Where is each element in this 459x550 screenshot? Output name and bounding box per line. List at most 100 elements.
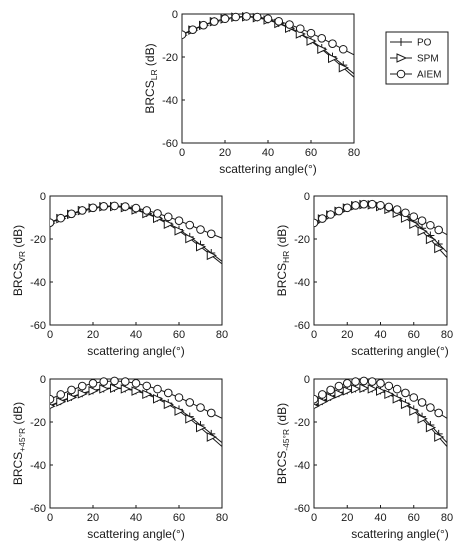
- point-aiem: [56, 213, 66, 223]
- point-aiem: [206, 229, 216, 239]
- point-spm: [328, 53, 339, 64]
- point-spm: [314, 403, 320, 409]
- point-aiem: [196, 225, 205, 234]
- point-spm: [392, 393, 403, 404]
- x-tick-label: 20: [87, 512, 99, 524]
- x-tick-label: 0: [47, 329, 53, 341]
- point-aiem: [384, 381, 394, 391]
- point-spm: [56, 397, 67, 407]
- y-tick-label: 0: [40, 374, 46, 386]
- point-aiem: [342, 379, 352, 388]
- series-aiem: [50, 376, 222, 419]
- point-aiem: [376, 200, 385, 210]
- point-aiem: [110, 201, 119, 211]
- point-spm: [110, 383, 121, 394]
- point-aiem: [318, 390, 327, 399]
- point-aiem: [338, 44, 348, 54]
- point-spm: [196, 241, 207, 252]
- point-aiem: [185, 220, 195, 230]
- point-spm: [174, 226, 185, 236]
- point-spm: [196, 422, 207, 433]
- y-tick-label: -20: [30, 234, 46, 246]
- plot-area: [49, 195, 223, 326]
- point-aiem: [367, 199, 377, 209]
- point-aiem: [88, 203, 98, 213]
- point-aiem: [417, 216, 427, 226]
- point-aiem: [351, 201, 360, 210]
- point-aiem: [67, 209, 76, 219]
- chart-panel-4: 0 20 40 60 80 0 -20 -40 -60 scattering angle(°) BR…: [11, 374, 228, 541]
- point-aiem: [409, 393, 419, 402]
- point-spm: [163, 219, 174, 229]
- series-spm: [314, 383, 447, 447]
- point-aiem: [185, 398, 195, 407]
- y-axis-label: BRCSHR (dB): [275, 225, 291, 297]
- point-aiem: [318, 214, 327, 223]
- legend-marker-po: [397, 38, 405, 46]
- point-aiem: [426, 220, 435, 230]
- point-spm: [142, 389, 153, 400]
- point-aiem: [231, 12, 241, 22]
- point-aiem: [174, 216, 184, 226]
- point-aiem: [242, 12, 251, 21]
- point-aiem: [326, 210, 335, 219]
- point-spm: [417, 226, 428, 237]
- x-tick-label: 40: [374, 512, 386, 524]
- x-tick-label: 80: [441, 329, 453, 341]
- point-aiem: [434, 225, 443, 235]
- point-aiem: [131, 379, 141, 388]
- point-aiem: [174, 393, 184, 402]
- point-aiem: [188, 25, 198, 34]
- legend-marker-spm: [396, 53, 408, 63]
- point-spm: [342, 386, 353, 396]
- point-spm: [120, 384, 131, 394]
- point-aiem: [252, 12, 262, 22]
- point-aiem: [392, 384, 402, 394]
- point-aiem: [142, 206, 152, 215]
- point-aiem: [306, 28, 316, 38]
- point-spm: [317, 397, 328, 407]
- point-aiem: [334, 381, 344, 391]
- legend-entry-spm: SPM: [390, 53, 439, 65]
- point-aiem: [153, 384, 162, 394]
- point-spm: [99, 384, 110, 394]
- point-aiem: [131, 203, 141, 213]
- legend-label-po: PO: [417, 38, 432, 49]
- point-aiem: [120, 202, 130, 211]
- y-tick-label: -60: [294, 320, 310, 332]
- point-aiem: [317, 33, 327, 43]
- point-aiem: [163, 388, 173, 398]
- point-aiem: [376, 379, 385, 388]
- y-axis-label: BRCSLR (dB): [143, 43, 159, 113]
- point-aiem: [50, 218, 55, 227]
- y-tick-label: -40: [30, 277, 46, 289]
- point-spm: [185, 233, 196, 244]
- x-tick-label: 60: [305, 147, 317, 159]
- panels: 0 20 40 60 80 0 -20 -40 -60 scattering angle(°) BR…: [11, 9, 453, 541]
- x-axis-label: scattering angle(°): [219, 162, 317, 176]
- x-tick-label: 0: [311, 512, 317, 524]
- x-tick-label: 60: [408, 512, 420, 524]
- y-tick-label: -60: [294, 503, 310, 515]
- x-tick-label: 80: [441, 512, 453, 524]
- point-aiem: [220, 14, 230, 24]
- chart-panel-1: 0 20 40 60 80 0 -20 -40 -60 scattering angle(°) BR…: [143, 9, 360, 176]
- x-tick-label: 0: [179, 147, 185, 159]
- point-spm: [434, 432, 445, 442]
- x-axis-label: scattering angle(°): [351, 527, 449, 541]
- point-aiem: [367, 377, 377, 386]
- point-aiem: [99, 202, 109, 211]
- point-aiem: [50, 394, 55, 404]
- legend-entry-aiem: AIEM: [390, 70, 441, 81]
- x-tick-label: 80: [348, 147, 360, 159]
- point-spm: [334, 389, 345, 399]
- y-tick-label: -20: [294, 417, 310, 429]
- point-aiem: [142, 381, 152, 391]
- point-spm: [185, 413, 196, 424]
- x-tick-label: 60: [173, 329, 185, 341]
- x-tick-label: 20: [341, 329, 353, 341]
- point-spm: [306, 36, 317, 46]
- y-tick-label: -20: [294, 234, 310, 246]
- point-aiem: [351, 377, 360, 386]
- point-spm: [50, 403, 56, 409]
